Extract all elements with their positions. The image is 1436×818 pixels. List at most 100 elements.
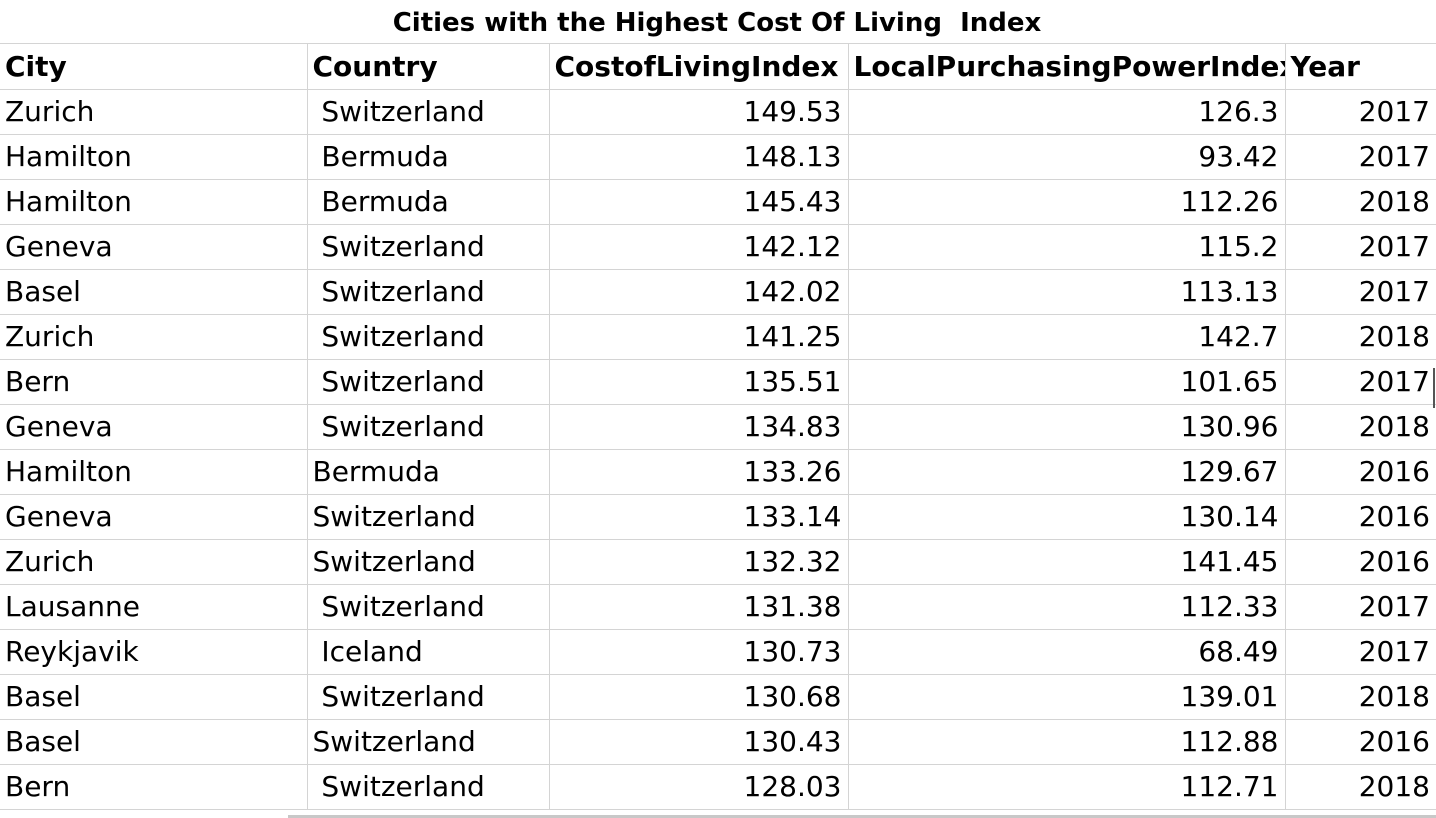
- cell-year[interactable]: 2018: [1285, 764, 1436, 810]
- table-body: Zurich Switzerland 149.53 126.3 2017 Hamilto…: [0, 89, 1436, 810]
- cell-cost-of-living-index[interactable]: 130.73: [549, 629, 849, 675]
- cell-city[interactable]: Lausanne: [0, 584, 308, 630]
- cell-local-purchasing-power-index[interactable]: 139.01: [848, 674, 1286, 720]
- table-row: Lausanne Switzerland 131.38 112.33 2017: [0, 584, 1436, 630]
- cell-year[interactable]: 2016: [1285, 539, 1436, 585]
- cell-city[interactable]: Hamilton: [0, 449, 308, 495]
- cell-city[interactable]: Hamilton: [0, 179, 308, 225]
- cell-year[interactable]: 2018: [1285, 314, 1436, 360]
- cell-local-purchasing-power-index[interactable]: 113.13: [848, 269, 1286, 315]
- cell-local-purchasing-power-index[interactable]: 112.33: [848, 584, 1286, 630]
- cell-cost-of-living-index[interactable]: 149.53: [549, 89, 849, 135]
- cell-country[interactable]: Bermuda: [307, 179, 550, 225]
- table-row: Zurich Switzerland 149.53 126.3 2017: [0, 89, 1436, 135]
- cell-local-purchasing-power-index[interactable]: 141.45: [848, 539, 1286, 585]
- cell-cursor-edge: [1433, 368, 1435, 408]
- cell-country[interactable]: Switzerland: [307, 314, 550, 360]
- cell-cost-of-living-index[interactable]: 134.83: [549, 404, 849, 450]
- cell-local-purchasing-power-index[interactable]: 130.14: [848, 494, 1286, 540]
- cell-country[interactable]: Switzerland: [307, 269, 550, 315]
- cell-country[interactable]: Switzerland: [307, 359, 550, 405]
- cell-city[interactable]: Bern: [0, 764, 308, 810]
- header-row: City Country CostofLivingIndex LocalPurc…: [0, 44, 1436, 90]
- cell-city[interactable]: Zurich: [0, 539, 308, 585]
- table-row: Bern Switzerland 128.03 112.71 2018: [0, 764, 1436, 810]
- cell-cost-of-living-index[interactable]: 130.68: [549, 674, 849, 720]
- cell-year[interactable]: 2018: [1285, 674, 1436, 720]
- cell-cost-of-living-index[interactable]: 145.43: [549, 179, 849, 225]
- cell-year[interactable]: 2016: [1285, 494, 1436, 540]
- cell-year[interactable]: 2017: [1285, 359, 1436, 405]
- table-row: Basel Switzerland 142.02 113.13 2017: [0, 269, 1436, 315]
- cell-local-purchasing-power-index[interactable]: 112.71: [848, 764, 1286, 810]
- cell-local-purchasing-power-index[interactable]: 142.7: [848, 314, 1286, 360]
- cell-year[interactable]: 2016: [1285, 719, 1436, 765]
- table-row: Geneva Switzerland 142.12 115.2 2017: [0, 224, 1436, 270]
- cell-country[interactable]: Switzerland: [307, 404, 550, 450]
- cell-country[interactable]: Switzerland: [307, 89, 550, 135]
- sheet-bottom-edge: [288, 815, 1436, 818]
- cell-country[interactable]: Switzerland: [307, 224, 550, 270]
- cell-city[interactable]: Basel: [0, 269, 308, 315]
- cell-city[interactable]: Basel: [0, 674, 308, 720]
- table-row: Geneva Switzerland 134.83 130.96 2018: [0, 404, 1436, 450]
- cell-city[interactable]: Bern: [0, 359, 308, 405]
- cell-cost-of-living-index[interactable]: 135.51: [549, 359, 849, 405]
- cell-cost-of-living-index[interactable]: 130.43: [549, 719, 849, 765]
- cell-country[interactable]: Switzerland: [307, 494, 550, 540]
- table-row: Basel Switzerland 130.43 112.88 2016: [0, 719, 1436, 765]
- cell-local-purchasing-power-index[interactable]: 112.88: [848, 719, 1286, 765]
- cell-country[interactable]: Switzerland: [307, 584, 550, 630]
- cell-cost-of-living-index[interactable]: 141.25: [549, 314, 849, 360]
- header-year[interactable]: Year: [1285, 44, 1436, 90]
- header-local-purchasing-power-index[interactable]: LocalPurchasingPowerIndex: [848, 44, 1286, 90]
- table-row: Bern Switzerland 135.51 101.65 2017: [0, 359, 1436, 405]
- cell-year[interactable]: 2018: [1285, 404, 1436, 450]
- cell-cost-of-living-index[interactable]: 142.12: [549, 224, 849, 270]
- data-table: City Country CostofLivingIndex LocalPurc…: [0, 44, 1436, 810]
- cell-country[interactable]: Switzerland: [307, 719, 550, 765]
- cell-cost-of-living-index[interactable]: 132.32: [549, 539, 849, 585]
- cell-local-purchasing-power-index[interactable]: 129.67: [848, 449, 1286, 495]
- cell-cost-of-living-index[interactable]: 142.02: [549, 269, 849, 315]
- cell-cost-of-living-index[interactable]: 131.38: [549, 584, 849, 630]
- cell-local-purchasing-power-index[interactable]: 101.65: [848, 359, 1286, 405]
- cell-city[interactable]: Zurich: [0, 314, 308, 360]
- cell-city[interactable]: Geneva: [0, 224, 308, 270]
- cell-cost-of-living-index[interactable]: 133.26: [549, 449, 849, 495]
- cell-year[interactable]: 2018: [1285, 179, 1436, 225]
- cell-country[interactable]: Switzerland: [307, 674, 550, 720]
- cell-city[interactable]: Geneva: [0, 494, 308, 540]
- cell-local-purchasing-power-index[interactable]: 126.3: [848, 89, 1286, 135]
- cell-local-purchasing-power-index[interactable]: 115.2: [848, 224, 1286, 270]
- cell-local-purchasing-power-index[interactable]: 68.49: [848, 629, 1286, 675]
- cell-year[interactable]: 2017: [1285, 269, 1436, 315]
- cell-local-purchasing-power-index[interactable]: 112.26: [848, 179, 1286, 225]
- cell-local-purchasing-power-index[interactable]: 93.42: [848, 134, 1286, 180]
- cell-year[interactable]: 2016: [1285, 449, 1436, 495]
- cell-country[interactable]: Switzerland: [307, 764, 550, 810]
- cell-city[interactable]: Hamilton: [0, 134, 308, 180]
- cell-local-purchasing-power-index[interactable]: 130.96: [848, 404, 1286, 450]
- cell-city[interactable]: Zurich: [0, 89, 308, 135]
- header-cost-of-living-index[interactable]: CostofLivingIndex: [549, 44, 849, 90]
- cell-cost-of-living-index[interactable]: 148.13: [549, 134, 849, 180]
- cell-year[interactable]: 2017: [1285, 134, 1436, 180]
- cell-country[interactable]: Bermuda: [307, 134, 550, 180]
- cell-year[interactable]: 2017: [1285, 629, 1436, 675]
- cell-cost-of-living-index[interactable]: 128.03: [549, 764, 849, 810]
- cell-city[interactable]: Basel: [0, 719, 308, 765]
- cell-year[interactable]: 2017: [1285, 224, 1436, 270]
- title-cell[interactable]: Cities with the Highest Cost Of Living I…: [0, 0, 1436, 44]
- cell-year[interactable]: 2017: [1285, 584, 1436, 630]
- header-city[interactable]: City: [0, 44, 308, 90]
- cell-year[interactable]: 2017: [1285, 89, 1436, 135]
- cell-country[interactable]: Switzerland: [307, 539, 550, 585]
- header-country[interactable]: Country: [307, 44, 550, 90]
- cell-country[interactable]: Bermuda: [307, 449, 550, 495]
- cell-city[interactable]: Reykjavik: [0, 629, 308, 675]
- cell-cost-of-living-index[interactable]: 133.14: [549, 494, 849, 540]
- cell-country[interactable]: Iceland: [307, 629, 550, 675]
- cell-city[interactable]: Geneva: [0, 404, 308, 450]
